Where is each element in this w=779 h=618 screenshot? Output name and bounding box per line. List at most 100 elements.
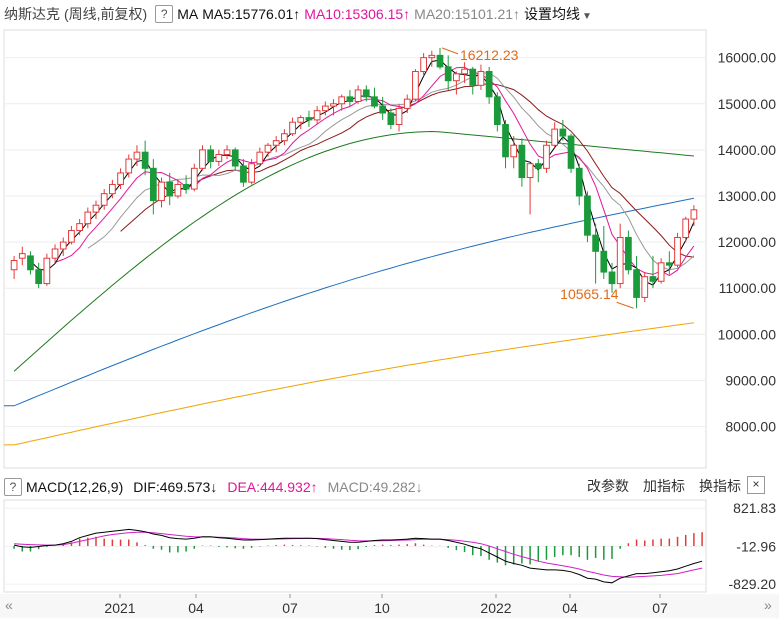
candle-body <box>199 149 206 169</box>
candle-body <box>608 271 616 285</box>
candle-body <box>133 151 141 160</box>
main-plot-frame <box>3 29 707 469</box>
candle-body <box>141 151 149 169</box>
candle-body <box>436 54 444 68</box>
candle-body <box>371 96 378 107</box>
candle-body <box>289 121 296 135</box>
ma-settings-button[interactable]: 设置均线 ▼ <box>524 6 592 22</box>
candle-body <box>477 70 485 86</box>
candle-body <box>264 144 272 153</box>
candle-body <box>43 257 51 285</box>
macd-tick-label: -12.96 <box>736 539 776 555</box>
candle-body <box>190 167 198 190</box>
close-icon[interactable]: × <box>747 476 765 494</box>
candle-body <box>125 158 133 174</box>
candle-body <box>362 89 370 98</box>
candle-body <box>92 204 100 213</box>
candle-body <box>158 181 165 202</box>
candle-body <box>403 98 411 109</box>
x-tick-label: 2022 <box>480 600 511 616</box>
macd-help-icon[interactable]: ? <box>4 478 22 496</box>
dif-line <box>13 528 703 584</box>
candle-body <box>338 96 346 105</box>
candle-body <box>649 276 657 282</box>
candle-body <box>485 70 493 98</box>
candle-body <box>625 236 632 271</box>
candle-body <box>665 262 673 266</box>
y-tick-label: 15000.00 <box>718 96 777 112</box>
change-params-button[interactable]: 改参数 <box>587 478 629 494</box>
ma20-value: MA20:15101.21↑ <box>414 6 521 22</box>
ma250-line <box>4 322 694 446</box>
candle-body <box>502 124 509 158</box>
scroll-right-icon: » <box>764 597 772 613</box>
candle-body <box>231 149 239 167</box>
candle-body <box>493 96 501 126</box>
low-marker-arrow <box>616 301 634 309</box>
x-tick-label: 07 <box>652 600 668 616</box>
candle-body <box>10 260 18 271</box>
y-tick-label: 12000.00 <box>718 234 777 250</box>
candle-body <box>281 133 288 142</box>
low-annotation: 10565.14 <box>560 286 619 302</box>
candle-body <box>690 209 698 220</box>
candle-body <box>543 144 550 169</box>
candle-body <box>657 262 665 282</box>
candle-body <box>207 149 215 162</box>
candle-body <box>215 153 223 162</box>
candle-body <box>584 195 591 236</box>
candle-body <box>682 218 690 238</box>
macd-value: MACD:49.282↓ <box>327 479 423 495</box>
candle-body <box>346 96 354 102</box>
y-tick-label: 11000.00 <box>719 280 777 296</box>
candle-body <box>600 250 608 273</box>
switch-indicator-button[interactable]: 换指标 <box>699 478 741 494</box>
candle-body <box>551 128 559 146</box>
candle-body <box>616 236 624 285</box>
ma5-value: MA5:15776.01↑ <box>202 6 301 22</box>
candle-body <box>469 68 477 86</box>
candle-body <box>272 140 280 146</box>
ma120-line <box>4 197 694 407</box>
chart-header: 纳斯达克 (周线,前复权) ? MA MA5:15776.01↑ MA10:15… <box>0 0 779 28</box>
candle-body <box>633 269 640 298</box>
candle-body <box>559 128 567 137</box>
candle-body <box>174 183 182 197</box>
y-tick-label: 13000.00 <box>718 188 777 204</box>
candle-body <box>379 105 387 114</box>
scroll-left-icon: « <box>5 597 13 613</box>
candle-body <box>641 276 649 298</box>
y-tick-label: 16000.00 <box>718 50 777 66</box>
ma60-line <box>13 130 694 372</box>
dea-value: DEA:444.932↑ <box>227 479 318 495</box>
candle-body <box>149 167 157 202</box>
candle-body <box>313 110 321 121</box>
add-indicator-button[interactable]: 加指标 <box>643 478 685 494</box>
macd-header: ? MACD(12,26,9) DIF:469.573↓ DEA:444.932… <box>0 474 779 500</box>
candle-body <box>27 255 34 271</box>
candle-body <box>330 103 337 107</box>
candle-body <box>240 165 247 183</box>
candle-body <box>51 248 59 259</box>
candle-body <box>68 230 75 243</box>
x-axis-bar <box>0 594 779 618</box>
help-icon[interactable]: ? <box>155 5 174 23</box>
candle-body <box>510 144 518 158</box>
candle-body <box>534 163 542 169</box>
candle-body <box>674 236 681 266</box>
chevron-down-icon: ▼ <box>582 11 592 22</box>
ma5-line <box>30 59 695 286</box>
ma10-value: MA10:15306.15↑ <box>304 6 411 22</box>
high-marker-arrow <box>441 47 459 55</box>
x-tick-label: 07 <box>282 600 298 616</box>
candle-body <box>84 211 92 225</box>
candle-body <box>461 68 468 75</box>
y-tick-label: 14000.00 <box>718 142 777 158</box>
candle-body <box>420 57 427 72</box>
candle-body <box>428 54 436 59</box>
candle-body <box>109 183 116 195</box>
candle-body <box>387 112 395 126</box>
candle-body <box>256 151 264 165</box>
macd-label: MACD(12,26,9) <box>26 479 124 495</box>
